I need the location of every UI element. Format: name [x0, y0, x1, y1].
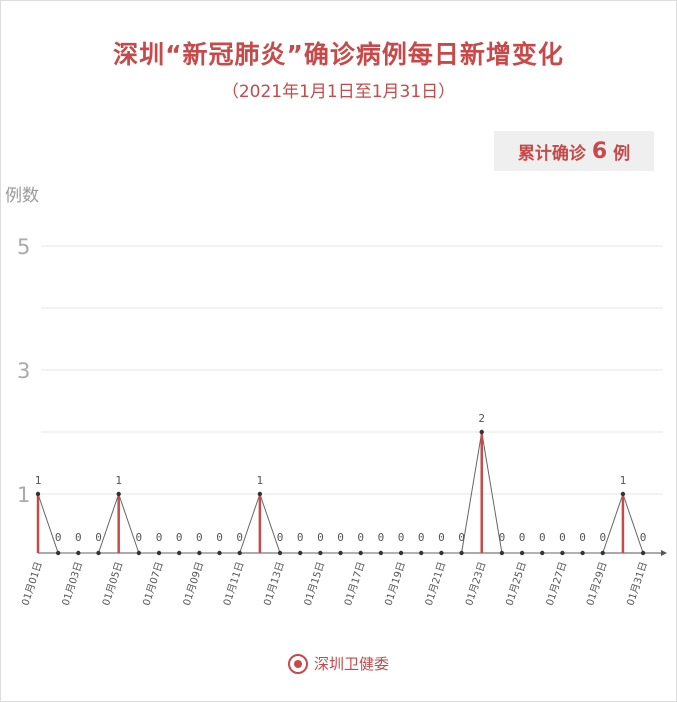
- total-cases-badge: 累计确诊 6 例: [494, 131, 654, 171]
- data-label: 0: [156, 531, 163, 544]
- data-label: 0: [579, 531, 586, 544]
- footer: 深圳卫健委: [1, 653, 676, 674]
- data-label: 0: [398, 531, 405, 544]
- data-label: 0: [438, 531, 445, 544]
- x-tick-label: 01月09日: [181, 560, 206, 607]
- data-point: [560, 550, 565, 556]
- data-point: [176, 550, 182, 556]
- data-label: 0: [640, 531, 647, 544]
- data-label: 1: [115, 474, 122, 487]
- x-tick-label: 01月15日: [302, 560, 327, 607]
- data-label: 0: [539, 531, 546, 544]
- data-label: 0: [277, 531, 284, 544]
- data-point: [197, 550, 202, 556]
- x-tick-label: 01月17日: [342, 560, 367, 607]
- y-tick-label: 3: [17, 359, 30, 383]
- data-label: 1: [620, 474, 627, 487]
- shenzhen-health-commission-logo-icon: [287, 653, 308, 674]
- total-prefix: 累计确诊: [517, 143, 586, 164]
- data-label: 0: [519, 531, 526, 544]
- data-point: [378, 550, 384, 556]
- data-label: 0: [196, 531, 203, 544]
- chart-title: 深圳“新冠肺炎”确诊病例每日新增变化: [113, 40, 564, 69]
- x-tick-label: 01月31日: [624, 560, 649, 607]
- y-tick-label: 5: [17, 235, 30, 259]
- data-point: [257, 491, 263, 497]
- x-tick-label: 01月27日: [544, 560, 569, 607]
- data-point: [237, 550, 242, 556]
- data-label: 2: [478, 412, 485, 425]
- data-point: [398, 550, 404, 556]
- data-label: 0: [559, 531, 566, 544]
- data-point: [76, 550, 81, 556]
- data-label: 0: [337, 531, 344, 544]
- data-label: 0: [95, 531, 102, 544]
- x-tick-label: 01月07日: [140, 560, 165, 607]
- data-point: [156, 550, 162, 556]
- data-label: 1: [35, 474, 42, 487]
- data-point: [55, 550, 61, 556]
- total-value: 6: [591, 138, 608, 164]
- x-tick-label: 01月11日: [221, 560, 246, 607]
- data-label: 0: [176, 531, 183, 544]
- x-axis-arrow-icon: [661, 550, 667, 556]
- data-label: 0: [136, 531, 143, 544]
- data-label: 0: [297, 531, 304, 544]
- data-label: 0: [418, 531, 425, 544]
- x-tick-label: 01月03日: [60, 560, 85, 607]
- data-point: [358, 550, 363, 556]
- y-tick-label: 1: [17, 483, 30, 507]
- data-point: [620, 491, 626, 497]
- data-label: 0: [216, 531, 223, 544]
- data-point: [338, 550, 343, 556]
- data-point: [35, 491, 41, 497]
- data-point: [318, 550, 323, 556]
- data-label: 0: [236, 531, 243, 544]
- y-axis-label: 例数: [5, 186, 39, 206]
- data-label: 0: [378, 531, 385, 544]
- data-label: 0: [499, 531, 506, 544]
- data-label: 0: [75, 531, 82, 544]
- data-label: 0: [317, 531, 324, 544]
- data-point: [499, 550, 505, 556]
- data-point: [600, 550, 605, 556]
- chart-subtitle: （2021年1月1日至1月31日）: [221, 82, 456, 102]
- data-label: 0: [357, 531, 364, 544]
- data-point: [640, 550, 646, 556]
- x-tick-label: 01月19日: [382, 560, 407, 607]
- data-point: [116, 491, 121, 497]
- data-label: 0: [599, 531, 606, 544]
- x-tick-label: 01月05日: [100, 560, 125, 607]
- x-tick-label: 01月01日: [19, 560, 44, 607]
- data-point: [419, 550, 424, 556]
- x-tick-label: 01月23日: [463, 560, 488, 607]
- total-unit: 例: [613, 143, 631, 164]
- data-point: [136, 550, 142, 556]
- footer-source: 深圳卫健委: [313, 655, 389, 673]
- data-point: [217, 550, 222, 556]
- x-tick-label: 01月29日: [584, 560, 609, 607]
- data-label: 0: [458, 531, 465, 544]
- data-label: 0: [55, 531, 62, 544]
- x-tick-label: 01月13日: [261, 560, 286, 607]
- data-point: [96, 550, 101, 556]
- data-point: [580, 550, 585, 556]
- data-label: 1: [257, 474, 264, 487]
- data-point: [519, 550, 525, 556]
- data-point: [459, 550, 464, 556]
- data-point: [277, 550, 283, 556]
- data-point: [479, 429, 484, 435]
- data-point: [439, 550, 444, 556]
- data-point: [540, 550, 545, 556]
- x-tick-label: 01月25日: [503, 560, 528, 607]
- x-tick-label: 01月21日: [423, 560, 448, 607]
- data-point: [298, 550, 303, 556]
